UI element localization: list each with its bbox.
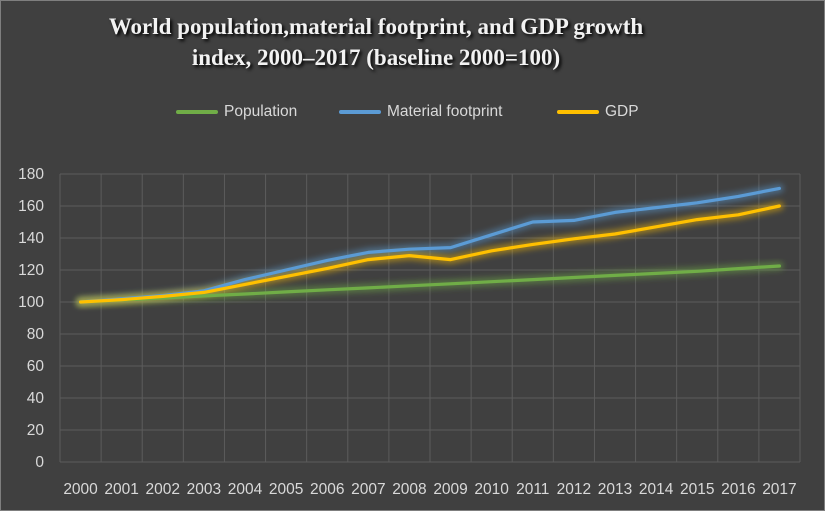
x-axis-ticks: 2000 2001 2002 2003 2004 2005 2006 2007 2008 2009… (63, 481, 796, 498)
chart-title: World population,material footprint, and… (41, 11, 711, 73)
legend-label-gdp: GDP (605, 103, 639, 120)
legend-label-material-footprint: Material footprint (387, 103, 503, 120)
series-line-gdp (78, 204, 782, 304)
series-line-population (78, 264, 782, 304)
x-tick-label: 2013 (598, 481, 632, 498)
legend-swatch-population (176, 110, 218, 114)
legend-swatch-gdp (557, 110, 599, 114)
y-tick-label: 120 (18, 262, 44, 279)
legend-label-population: Population (224, 103, 298, 120)
legend-item-gdp: GDP (557, 103, 639, 121)
gridlines (59, 173, 801, 463)
y-tick-label: 80 (27, 326, 45, 343)
x-tick-label: 2000 (63, 481, 98, 498)
x-tick-label: 2015 (680, 481, 714, 498)
legend-item-population: Population (176, 103, 297, 121)
y-tick-label: 60 (27, 358, 45, 375)
y-tick-label: 100 (18, 294, 44, 311)
x-tick-label: 2005 (269, 481, 303, 498)
y-tick-label: 20 (27, 422, 45, 439)
y-tick-label: 40 (27, 390, 45, 407)
series-lines (76, 183, 784, 307)
x-tick-label: 2001 (104, 481, 138, 498)
x-tick-label: 2011 (516, 481, 549, 498)
chart-title-line-1: World population,material footprint, and… (108, 14, 644, 39)
x-tick-label: 2016 (721, 481, 755, 498)
x-tick-label: 2003 (187, 481, 221, 498)
x-tick-label: 2009 (433, 481, 467, 498)
x-tick-label: 2002 (146, 481, 180, 498)
x-tick-label: 2010 (474, 481, 509, 498)
chart-title-line-2: index, 2000–2017 (baseline 2000=100) (191, 45, 561, 70)
y-tick-label: 0 (35, 454, 44, 471)
x-tick-label: 2008 (392, 481, 426, 498)
x-tick-label: 2014 (639, 481, 674, 498)
y-tick-label: 180 (18, 166, 44, 183)
legend-item-material-footprint: Material footprint (339, 103, 502, 121)
chart-legend: Population Material footprint GDP (1, 99, 825, 127)
x-tick-label: 2012 (557, 481, 591, 498)
y-tick-label: 160 (18, 198, 44, 215)
legend-swatch-material-footprint (339, 110, 381, 114)
x-tick-label: 2007 (351, 481, 385, 498)
x-tick-label: 2004 (228, 481, 263, 498)
y-tick-label: 140 (18, 230, 44, 247)
y-axis-ticks: 0 20 40 60 80 100 120 140 160 180 (18, 166, 44, 471)
x-tick-label: 2006 (310, 481, 344, 498)
x-tick-label: 2017 (762, 481, 796, 498)
